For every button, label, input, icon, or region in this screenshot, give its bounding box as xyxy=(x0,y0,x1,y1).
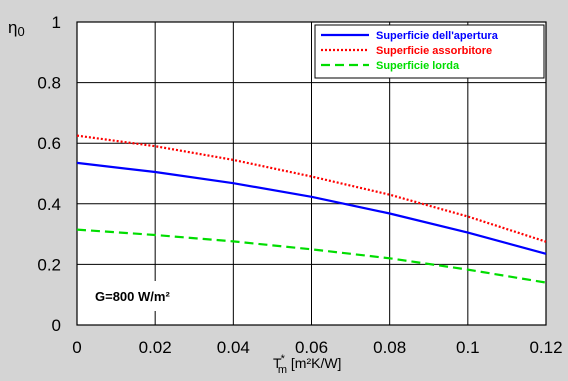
y-axis-label-sub: 0 xyxy=(17,24,24,39)
x-axis-label-unit: [m²K/W] xyxy=(287,355,341,371)
x-tick-label: 0 xyxy=(72,338,81,357)
legend: Superficie dell'apertura Superficie assor… xyxy=(314,24,545,79)
series-line-1 xyxy=(76,161,547,255)
legend-box xyxy=(314,24,545,79)
x-axis-label-main: T xyxy=(273,355,282,371)
svg-text:η0: η0 xyxy=(8,18,25,39)
annotation-box: G=800 W/m² xyxy=(82,281,230,311)
x-tick-label: 0.08 xyxy=(373,338,406,357)
y-tick-label: 0 xyxy=(52,316,61,335)
plot-border xyxy=(76,21,547,326)
legend-label-2: Superficie assorbitore xyxy=(376,45,492,57)
x-axis-label: T* m [m²K/W] xyxy=(273,353,341,376)
x-tick-label: 0.04 xyxy=(217,338,250,357)
series-lines xyxy=(76,134,547,284)
y-tick-label: 0.6 xyxy=(37,134,61,153)
x-axis-label-sup: * xyxy=(281,353,286,365)
y-tick-label: 0.2 xyxy=(37,255,61,274)
y-tick-label: 0.8 xyxy=(37,74,61,93)
x-tick-label: 0.02 xyxy=(139,338,172,357)
svg-text:T*m [m²K/W]: T* m [m²K/W] xyxy=(273,353,341,376)
y-tick-label: 0.4 xyxy=(37,195,61,214)
x-tick-label: 0.1 xyxy=(456,338,480,357)
x-tick-label: 0.06 xyxy=(295,338,328,357)
y-axis-label: η0 xyxy=(8,18,25,39)
y-axis-label-main: η xyxy=(8,18,17,37)
legend-label-3: Superficie lorda xyxy=(376,60,460,72)
series-line-3 xyxy=(76,228,547,284)
x-tick-label: 0.12 xyxy=(529,338,562,357)
legend-label-1: Superficie dell'apertura xyxy=(376,30,499,42)
y-tick-label: 1 xyxy=(52,13,61,32)
annotation-text: G=800 W/m² xyxy=(95,289,170,304)
x-axis-label-sub: m xyxy=(278,364,287,376)
tick-labels: 0 0.02 0.04 0.06 0.08 0.1 0.12 0 0.2 0.4 0.6 0.8 1 xyxy=(37,13,562,357)
